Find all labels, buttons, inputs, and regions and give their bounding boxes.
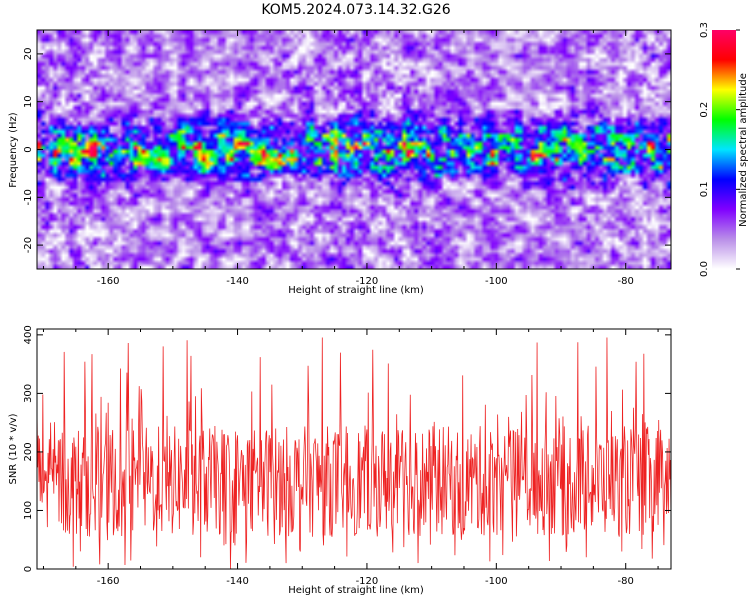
colorbar: 0.0 0.1 0.2 0.3 Normalized spectral amplitu…: [699, 22, 749, 277]
snr-y-label: SNR (10 * v/v): [8, 413, 19, 484]
x-tick-label: -120: [356, 276, 379, 287]
y-tick-label: 10: [23, 95, 34, 108]
x-tick-label: -80: [618, 576, 634, 587]
snr-x-ticks: -160 -140 -120 -100 -80: [42, 329, 659, 587]
y-tick-label: 100: [23, 501, 34, 520]
x-tick-label: -120: [356, 576, 379, 587]
x-tick-label: -100: [485, 276, 508, 287]
snr-panel: -160 -140 -120 -100 -80 0 100 200 300 400 Height…: [8, 325, 672, 596]
colorbar-ticks: 0.0 0.1 0.2 0.3: [699, 22, 740, 277]
y-tick-label: 300: [23, 384, 34, 403]
colorbar-tick-label: 0.1: [699, 181, 710, 197]
x-tick-label: -160: [97, 576, 120, 587]
figure-title: KOM5.2024.073.14.32.G26: [261, 2, 450, 18]
spectrogram-image: [37, 30, 671, 269]
snr-frame: [36, 328, 672, 570]
y-tick-label: 200: [23, 442, 34, 461]
x-tick-label: -140: [226, 276, 249, 287]
y-tick-label: 400: [23, 325, 34, 344]
snr-series-line: [37, 337, 671, 569]
x-tick-label: -100: [485, 576, 508, 587]
snr-y-ticks: 0 100 200 300 400: [23, 325, 671, 572]
y-tick-label: -20: [23, 237, 34, 253]
y-tick-label: 20: [23, 48, 34, 61]
colorbar-tick-label: 0.0: [699, 261, 710, 277]
colorbar-label: Normalized spectral amplitude: [738, 73, 749, 227]
colorbar-tick-label: 0.2: [699, 102, 710, 118]
y-tick-label: -10: [23, 189, 34, 205]
x-tick-label: -160: [97, 276, 120, 287]
snr-x-label: Height of straight line (km): [288, 585, 424, 596]
heatmap-x-label: Height of straight line (km): [288, 285, 424, 296]
heatmap-x-ticks: -160 -140 -120 -100 -80: [42, 30, 659, 287]
colorbar-tick-label: 0.3: [699, 22, 710, 38]
x-tick-label: -80: [618, 276, 634, 287]
colorbar-bar: [712, 30, 736, 269]
x-tick-label: -140: [226, 576, 249, 587]
heatmap-y-label: Frequency (Hz): [8, 112, 19, 188]
y-tick-label: 0: [23, 566, 34, 572]
y-tick-label: 0: [23, 146, 34, 152]
heatmap-y-ticks: -20 -10 0 10 20: [23, 48, 671, 253]
